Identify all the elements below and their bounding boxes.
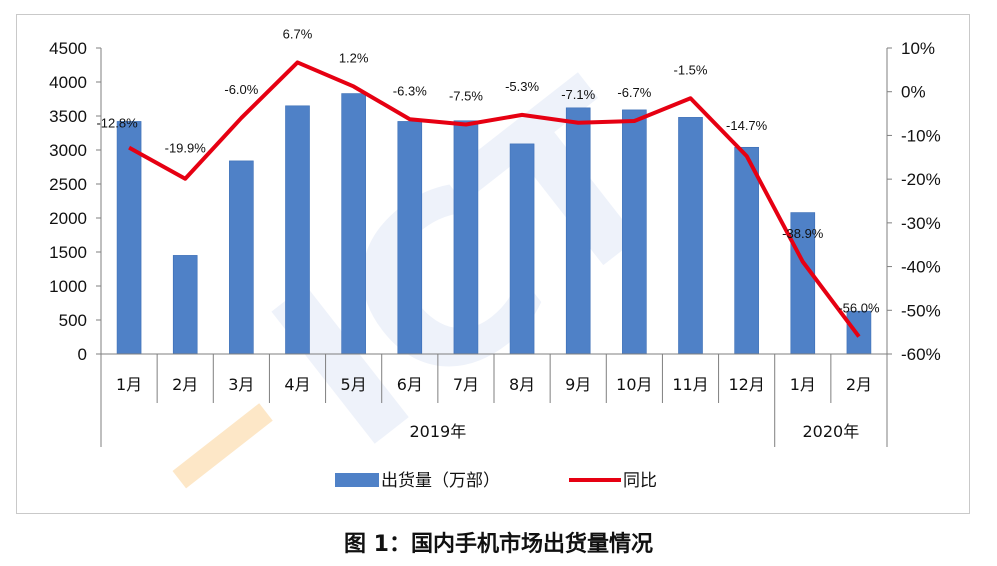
yoy-data-label: -12.8% xyxy=(96,116,138,131)
y-right-tick-label: -50% xyxy=(901,301,941,320)
category-label: 7月 xyxy=(453,375,479,394)
category-label: 5月 xyxy=(341,375,367,394)
bar-4 xyxy=(285,105,310,355)
data-labels: -12.8% -19.9% -6.0% 6.7% 1.2% -6.3% -7.5% -5.3%… xyxy=(96,26,879,315)
category-label: 1月 xyxy=(790,375,816,394)
bar-6 xyxy=(397,121,423,355)
figure-caption: 图 1：国内手机市场出货量情况 xyxy=(344,532,653,557)
yoy-data-label: -1.5% xyxy=(674,62,708,77)
yoy-data-label: -56.0% xyxy=(838,301,880,316)
legend-bar-label: 出货量（万部） xyxy=(381,471,500,491)
watermark-accent xyxy=(172,403,273,489)
category-label: 3月 xyxy=(228,375,254,394)
bar-5 xyxy=(341,93,366,355)
bar-2 xyxy=(172,255,198,355)
y-right-tick-label: 10% xyxy=(901,39,935,58)
category-label: 8月 xyxy=(509,375,535,394)
y-right-tick-label: -20% xyxy=(901,170,941,189)
yoy-data-label: -19.9% xyxy=(165,141,207,156)
y-right-tick-label: -60% xyxy=(901,345,941,364)
bar-3 xyxy=(229,160,254,355)
category-label: 2月 xyxy=(846,375,872,394)
legend-bar-swatch xyxy=(335,473,379,487)
bar-9 xyxy=(565,107,591,355)
yoy-data-label: -38.9% xyxy=(782,226,824,241)
yoy-data-label: -6.0% xyxy=(224,82,258,97)
y-left-tick-label: 2000 xyxy=(49,209,87,228)
y-left-tick-label: 500 xyxy=(59,311,87,330)
yoy-data-label: -7.1% xyxy=(561,87,595,102)
y-right-tick-label: -40% xyxy=(901,258,941,277)
category-label: 9月 xyxy=(565,375,591,394)
y-left-tick-label: 3500 xyxy=(49,107,87,126)
bar-7 xyxy=(453,120,479,355)
yoy-data-label: -6.7% xyxy=(617,85,651,100)
y-left-tick-label: 4000 xyxy=(49,73,87,92)
yoy-data-label: -14.7% xyxy=(726,118,768,133)
line-series xyxy=(128,60,861,338)
bar-8 xyxy=(509,143,535,355)
y-right-tick-label: -30% xyxy=(901,214,941,233)
group-label: 2019年 xyxy=(409,422,466,441)
bar-series xyxy=(116,93,872,355)
chart-svg: ICT 050010001500200025003000350040004500… xyxy=(49,26,941,500)
category-label: 1月 xyxy=(116,375,142,394)
yoy-data-label: 6.7% xyxy=(283,26,313,41)
bar-14 xyxy=(846,310,872,355)
y-right-tick-label: 0% xyxy=(901,83,926,102)
bar-1 xyxy=(116,121,142,355)
category-label: 6月 xyxy=(397,375,423,394)
y-left-tick-label: 2500 xyxy=(49,175,87,194)
y-left-tick-label: 1500 xyxy=(49,243,87,262)
legend: 出货量（万部） 同比 xyxy=(335,471,657,491)
chart-frame: ICT 0 500 1000 1500 2000 2500 3000 3500 4000 4500… xyxy=(16,14,970,514)
category-label: 10月 xyxy=(616,375,652,394)
y-left-tick-label: 4500 xyxy=(49,39,87,58)
category-label: 4月 xyxy=(284,375,310,394)
chart-axes: 0 500 1000 1500 2000 2500 3000 3500 4000 4500 -60%… xyxy=(49,39,941,447)
y-left-tick-label: 3000 xyxy=(49,141,87,160)
y-right-tick-label: -10% xyxy=(901,126,941,145)
yoy-line xyxy=(128,60,861,338)
category-label: 12月 xyxy=(728,375,764,394)
y-left-tick-label: 0 xyxy=(78,345,87,364)
yoy-data-label: 1.2% xyxy=(339,50,369,65)
category-label: 2月 xyxy=(172,375,198,394)
category-label: 11月 xyxy=(672,375,708,394)
group-label: 2020年 xyxy=(802,422,859,441)
y-left-tick-label: 1000 xyxy=(49,277,87,296)
yoy-data-label: -5.3% xyxy=(505,79,539,94)
bar-10 xyxy=(622,109,647,355)
bar-11 xyxy=(678,117,703,355)
yoy-data-label: -7.5% xyxy=(449,89,483,104)
bar-12 xyxy=(734,146,759,355)
yoy-data-label: -6.3% xyxy=(393,83,427,98)
legend-line-label: 同比 xyxy=(623,471,657,491)
